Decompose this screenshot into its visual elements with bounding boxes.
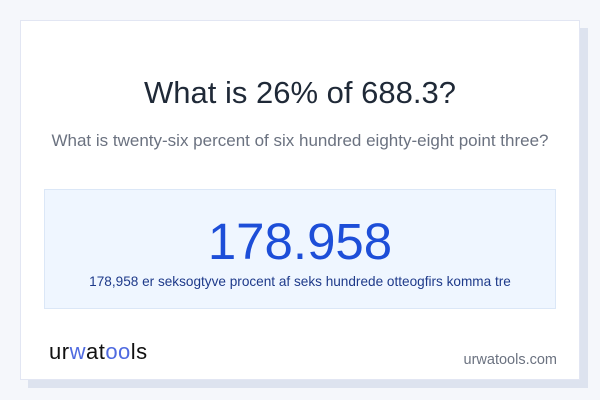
result-box: 178.958 178,958 er seksogtyve procent af… bbox=[44, 189, 556, 309]
result-words: 178,958 er seksogtyve procent af seks hu… bbox=[89, 274, 511, 289]
result-value: 178.958 bbox=[207, 213, 393, 270]
site-domain[interactable]: urwatools.com bbox=[463, 352, 557, 368]
result-card: What is 26% of 688.3? What is twenty-six… bbox=[20, 20, 580, 380]
page-title: What is 26% of 688.3? bbox=[144, 75, 456, 110]
page-subtitle: What is twenty-six percent of six hundre… bbox=[51, 131, 549, 150]
urwatools-logo[interactable]: urwatools bbox=[49, 339, 148, 364]
